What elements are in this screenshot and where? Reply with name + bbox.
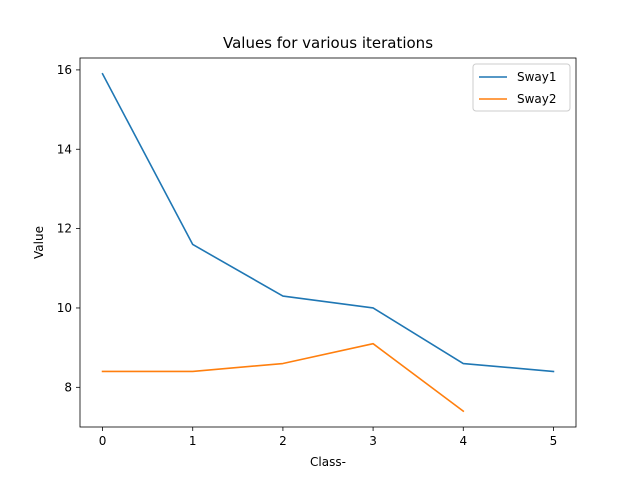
legend-label: Sway1 — [517, 70, 557, 84]
y-tick-label: 10 — [57, 301, 72, 315]
plot-area — [79, 57, 577, 428]
series-line-sway1 — [101, 72, 555, 373]
x-tick-label: 3 — [369, 434, 377, 448]
x-tick-label: 1 — [189, 434, 197, 448]
x-tick-label: 4 — [459, 434, 467, 448]
legend-label: Sway2 — [517, 92, 557, 106]
x-tick-label: 5 — [550, 434, 558, 448]
chart-title: Values for various iterations — [223, 34, 433, 52]
series-layer — [101, 72, 555, 413]
x-axis: 0 1 2 3 4 5 — [99, 427, 558, 448]
plot-frame — [79, 57, 577, 428]
series-line-sway2 — [101, 342, 465, 413]
y-tick-label: 16 — [57, 63, 72, 77]
y-tick-label: 14 — [57, 142, 72, 156]
y-tick-label: 8 — [64, 380, 72, 394]
legend: Sway1 Sway2 — [472, 63, 571, 112]
y-tick-label: 12 — [57, 222, 72, 236]
y-axis-label: Value — [32, 226, 46, 259]
x-tick-label: 2 — [279, 434, 287, 448]
x-axis-label: Class- — [310, 455, 346, 469]
x-tick-label: 0 — [99, 434, 107, 448]
y-axis: 8 10 12 14 16 — [57, 63, 80, 394]
